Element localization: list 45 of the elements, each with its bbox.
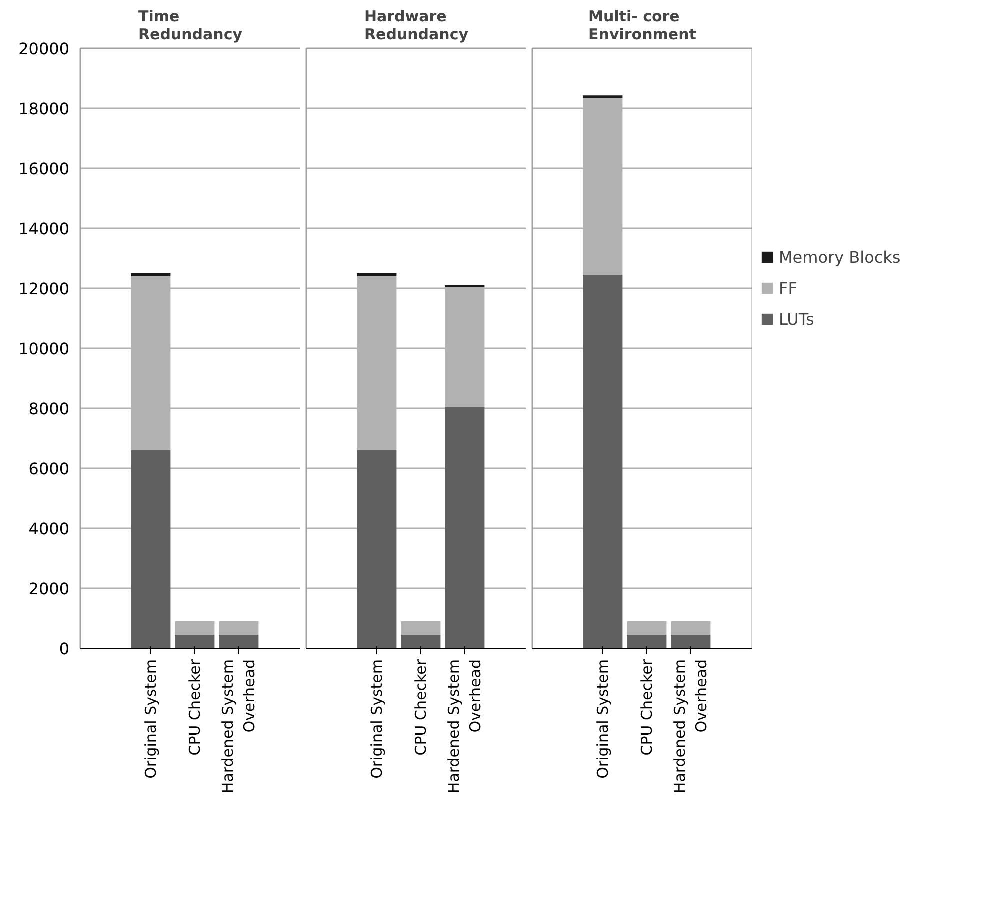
x-tick-label: Hardened System Overhead: [671, 659, 711, 794]
bar: [131, 274, 171, 276]
y-tick-label: 16000: [18, 160, 70, 178]
y-tick-label: 12000: [18, 280, 70, 298]
bar: [131, 450, 171, 648]
x-tick-label: CPU Checker: [412, 658, 430, 756]
bar: [671, 635, 711, 648]
x-tick-label: CPU Checker: [186, 658, 204, 756]
bar: [627, 635, 667, 648]
bar: [445, 407, 485, 648]
y-tick-label: 10000: [18, 340, 70, 358]
bar: [131, 276, 171, 450]
bar: [627, 622, 667, 635]
bar: [175, 635, 215, 648]
bar: [219, 635, 259, 648]
bar: [175, 622, 215, 635]
bar: [401, 622, 441, 635]
y-tick-label: 4000: [28, 520, 70, 538]
y-tick-label: 8000: [28, 400, 70, 418]
x-tick-label: Hardened System Overhead: [219, 659, 259, 794]
y-tick-label: 14000: [18, 220, 70, 238]
y-tick-label: 2000: [28, 580, 70, 598]
x-tick-label: Original System: [368, 659, 386, 779]
bar: [357, 274, 397, 276]
bar: [445, 287, 485, 407]
bar: [401, 635, 441, 648]
chart-title: Time Redundancy: [138, 8, 243, 44]
bar: [583, 275, 623, 648]
chart-title: Hardware Redundancy: [364, 8, 469, 44]
x-tick-label: Hardened System Overhead: [445, 659, 485, 794]
y-tick-label: 0: [59, 640, 70, 658]
bar: [357, 450, 397, 648]
legend-label: Memory Blocks: [779, 248, 901, 267]
x-tick-label: CPU Checker: [638, 658, 656, 756]
y-tick-label: 18000: [18, 100, 70, 118]
y-tick-label: 20000: [18, 40, 70, 58]
legend-label: FF: [779, 278, 798, 298]
bar: [357, 276, 397, 450]
x-tick-label: Original System: [142, 659, 160, 779]
bar: [671, 622, 711, 635]
y-tick-label: 6000: [28, 460, 70, 478]
x-tick-label: Original System: [594, 659, 612, 779]
bar: [219, 622, 259, 635]
chart-title: Multi- core Environment: [588, 8, 696, 44]
legend-label: LUTs: [779, 310, 814, 329]
